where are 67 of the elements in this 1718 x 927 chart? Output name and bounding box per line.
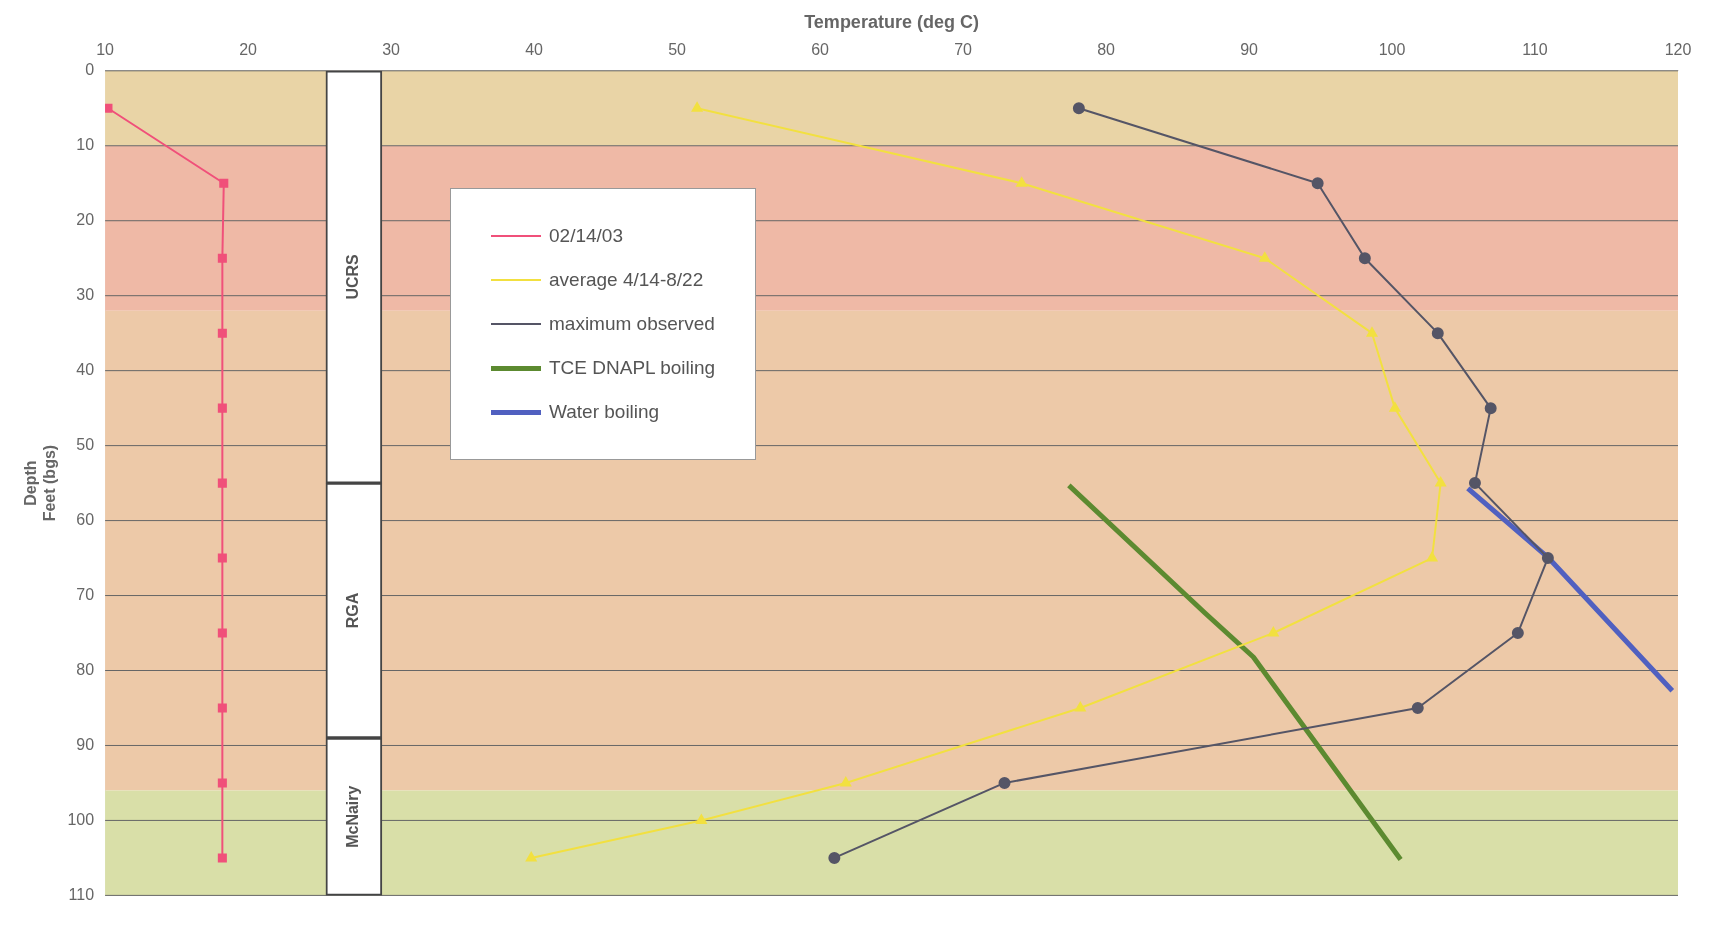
point: [1431, 327, 1444, 340]
x-tick-label: 50: [668, 40, 687, 58]
data-label: McNairy: [344, 785, 362, 848]
data-label: RGA: [344, 592, 362, 629]
y-tick-label: 30: [76, 286, 95, 304]
point: [1484, 402, 1497, 415]
point: [1426, 552, 1438, 562]
point: [525, 851, 537, 862]
y-tick-label: 90: [76, 735, 95, 753]
point: [217, 628, 227, 638]
point: [828, 851, 841, 864]
x-tick-label: 40: [525, 40, 544, 58]
y-tick-label: 20: [76, 211, 95, 229]
point: [1072, 102, 1085, 115]
y-tick-label: 110: [68, 885, 95, 903]
y-tick-label: 70: [76, 585, 95, 603]
point: [691, 102, 703, 112]
legend-label: 02/14/03: [549, 225, 623, 247]
point: [217, 778, 227, 788]
point: [1358, 252, 1371, 265]
point: [217, 703, 227, 713]
x-tick-label: 20: [239, 40, 258, 58]
x-tick-label: 120: [1664, 40, 1692, 58]
point: [217, 253, 227, 263]
point: [217, 478, 227, 488]
x-tick-label: 90: [1240, 40, 1259, 58]
point: [1541, 552, 1554, 565]
x-tick-label: 110: [1522, 40, 1548, 58]
x-tick-label: 100: [1378, 40, 1406, 58]
point: [1259, 252, 1271, 262]
x-tick-label: 30: [382, 40, 401, 58]
point: [217, 403, 227, 413]
point: [1435, 477, 1446, 487]
x-tick-label: 80: [1097, 40, 1116, 58]
point: [696, 814, 707, 824]
x-tick-label: 70: [954, 40, 973, 58]
y-tick-label: 40: [76, 361, 95, 379]
point: [217, 853, 227, 863]
y-tick-label: 0: [85, 61, 95, 79]
x-axis-title: Temperature (deg C): [804, 11, 979, 32]
legend-label: TCE DNAPL boiling: [549, 357, 716, 379]
y-tick-label: 60: [76, 510, 95, 528]
point: [217, 328, 227, 338]
legend-label: Water boiling: [549, 401, 660, 423]
legend-label: average 4/14-8/22: [549, 269, 704, 291]
point: [1311, 177, 1324, 190]
point: [1389, 402, 1401, 412]
point: [217, 553, 227, 563]
y-axis-title: Depth Feet (bgs): [22, 444, 59, 522]
point: [840, 776, 852, 787]
point: [1411, 701, 1424, 714]
point: [1468, 477, 1481, 490]
x-tick-label: 10: [96, 40, 115, 58]
point: [1074, 701, 1086, 712]
point: [1366, 327, 1378, 337]
y-tick-label: 10: [76, 136, 95, 154]
y-tick-label: 80: [76, 660, 95, 678]
legend-label: maximum observed: [549, 313, 715, 335]
point: [219, 178, 229, 188]
y-tick-label: 100: [67, 810, 95, 828]
point: [1511, 627, 1524, 640]
point: [1016, 177, 1027, 187]
x-tick-label: 60: [811, 40, 830, 58]
point: [998, 776, 1011, 789]
data-label: UCRS: [344, 253, 362, 300]
y-tick-label: 50: [76, 436, 95, 454]
point: [1268, 627, 1279, 637]
